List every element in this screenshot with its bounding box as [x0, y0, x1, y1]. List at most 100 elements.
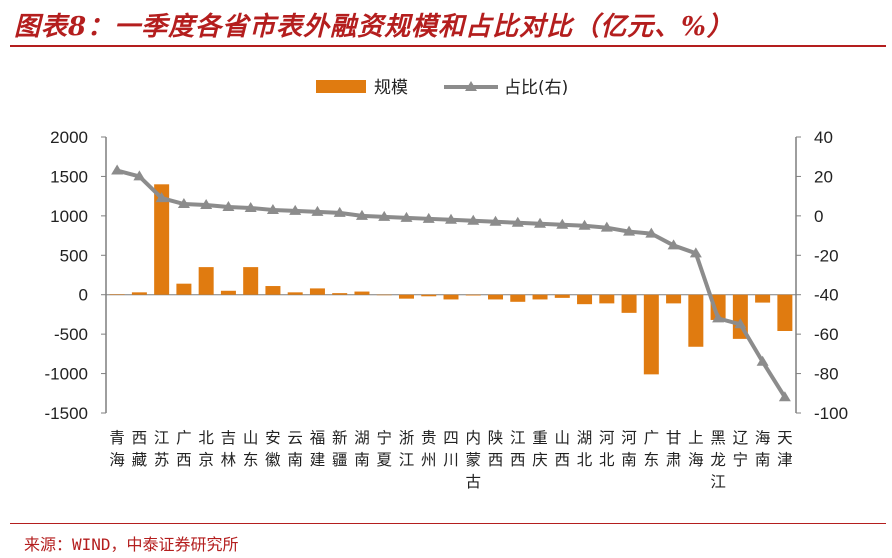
bar-四川 — [443, 294, 459, 300]
left-tick-label: 2000 — [50, 128, 88, 147]
title-divider — [10, 45, 886, 47]
bar-青海 — [109, 294, 125, 295]
left-tick-label: -1500 — [45, 404, 88, 423]
category-label: 河南 — [621, 429, 637, 469]
source-note: 来源：WIND，中泰证券研究所 — [24, 535, 239, 554]
line-point-湖北 — [578, 219, 591, 230]
bar-贵州 — [421, 294, 437, 297]
bar-云南 — [287, 292, 303, 295]
right-tick-label: -60 — [814, 325, 839, 344]
bar-河北 — [599, 294, 615, 304]
left-tick-label: 1000 — [50, 207, 88, 226]
category-label: 山东 — [243, 429, 259, 469]
category-label: 重庆 — [532, 429, 548, 469]
category-label: 西藏 — [132, 429, 148, 469]
category-label: 江苏 — [154, 429, 170, 469]
line-point-广西 — [177, 198, 190, 209]
category-label: 云南 — [287, 429, 303, 469]
right-tick-label: -20 — [814, 246, 839, 265]
right-tick-label: 0 — [814, 207, 823, 226]
line-point-上海 — [689, 247, 702, 258]
bar-西藏 — [131, 292, 147, 295]
category-label: 江西 — [510, 429, 526, 469]
bar-内蒙古 — [465, 294, 481, 296]
category-label: 新疆 — [332, 429, 348, 469]
line-point-吉林 — [222, 200, 235, 211]
bar-北京 — [198, 267, 214, 295]
legend: 规模 占比(右) — [316, 78, 568, 98]
legend-swatch-bar — [316, 80, 366, 93]
right-tick-label: -100 — [814, 404, 848, 423]
line-point-青海 — [111, 164, 124, 175]
bar-湖北 — [577, 294, 593, 305]
line-point-河北 — [600, 221, 613, 232]
bar-山西 — [554, 294, 570, 298]
bar-吉林 — [220, 290, 236, 295]
left-tick-label: -1000 — [45, 365, 88, 384]
category-label: 陕西 — [488, 429, 504, 469]
bar-江苏 — [154, 184, 170, 295]
line-point-云南 — [289, 204, 302, 215]
legend-label-bar: 规模 — [374, 78, 408, 98]
left-tick-label: 0 — [79, 286, 88, 305]
line-point-河南 — [623, 225, 636, 236]
bar-广东 — [643, 294, 659, 375]
line-point-江西 — [511, 216, 524, 227]
category-label: 上海 — [688, 429, 704, 469]
line-point-陕西 — [489, 215, 502, 226]
bar-广西 — [176, 283, 192, 295]
line-point-安徽 — [266, 203, 279, 214]
line-point-山东 — [244, 201, 257, 212]
bar-浙江 — [398, 294, 414, 299]
category-label: 甘肃 — [666, 429, 682, 469]
category-label: 青海 — [109, 429, 125, 469]
line-point-重庆 — [534, 217, 547, 228]
category-label: 广东 — [644, 429, 660, 469]
category-label: 湖北 — [577, 429, 593, 469]
legend-label-line: 占比(右) — [504, 78, 568, 98]
line-point-北京 — [200, 199, 213, 210]
bar-海南 — [755, 294, 771, 303]
line-point-辽宁 — [734, 318, 747, 329]
category-label: 内蒙古 — [466, 429, 482, 491]
legend-marker-line — [465, 81, 477, 91]
right-tick-label: 20 — [814, 167, 833, 186]
right-tick-label: -40 — [814, 286, 839, 305]
bar-福建 — [309, 288, 325, 295]
bar-江西 — [510, 294, 526, 302]
line-point-黑龙江 — [712, 312, 725, 323]
bar-黑龙江 — [710, 294, 726, 320]
category-label: 安徽 — [265, 429, 281, 469]
category-label: 辽宁 — [733, 429, 749, 469]
left-tick-label: -500 — [54, 325, 88, 344]
category-label: 河北 — [599, 429, 615, 469]
category-label: 黑龙江 — [710, 429, 726, 491]
category-label: 北京 — [198, 429, 214, 469]
chart-title: 图表8：一季度各省市表外融资规模和占比对比（亿元、%） — [14, 12, 734, 42]
bar-湖南 — [354, 291, 370, 295]
line-point-福建 — [311, 205, 324, 216]
line-point-天津 — [778, 391, 791, 402]
bar-上海 — [688, 294, 704, 347]
bar-新疆 — [332, 293, 348, 295]
category-labels: 青海西藏江苏广西北京吉林山东安徽云南福建新疆湖南宁夏浙江贵州四川内蒙古陕西江西重… — [109, 429, 792, 491]
line-series — [111, 164, 791, 402]
ratio-line — [116, 168, 787, 399]
right-tick-label: -80 — [814, 365, 839, 384]
category-label: 四川 — [443, 429, 459, 469]
line-point-西藏 — [133, 170, 146, 181]
category-label: 天津 — [777, 429, 793, 469]
right-tick-label: 40 — [814, 128, 833, 147]
bar-山东 — [243, 267, 259, 295]
bar-重庆 — [532, 294, 548, 300]
bar-天津 — [777, 294, 793, 331]
bar-河南 — [621, 294, 637, 313]
bar-宁夏 — [376, 294, 392, 296]
footer-divider — [10, 523, 886, 524]
bar-安徽 — [265, 286, 281, 295]
line-point-内蒙古 — [467, 214, 480, 225]
category-label: 海南 — [755, 429, 771, 469]
bar-甘肃 — [666, 294, 682, 304]
line-point-山西 — [556, 218, 569, 229]
left-tick-label: 1500 — [50, 167, 88, 186]
